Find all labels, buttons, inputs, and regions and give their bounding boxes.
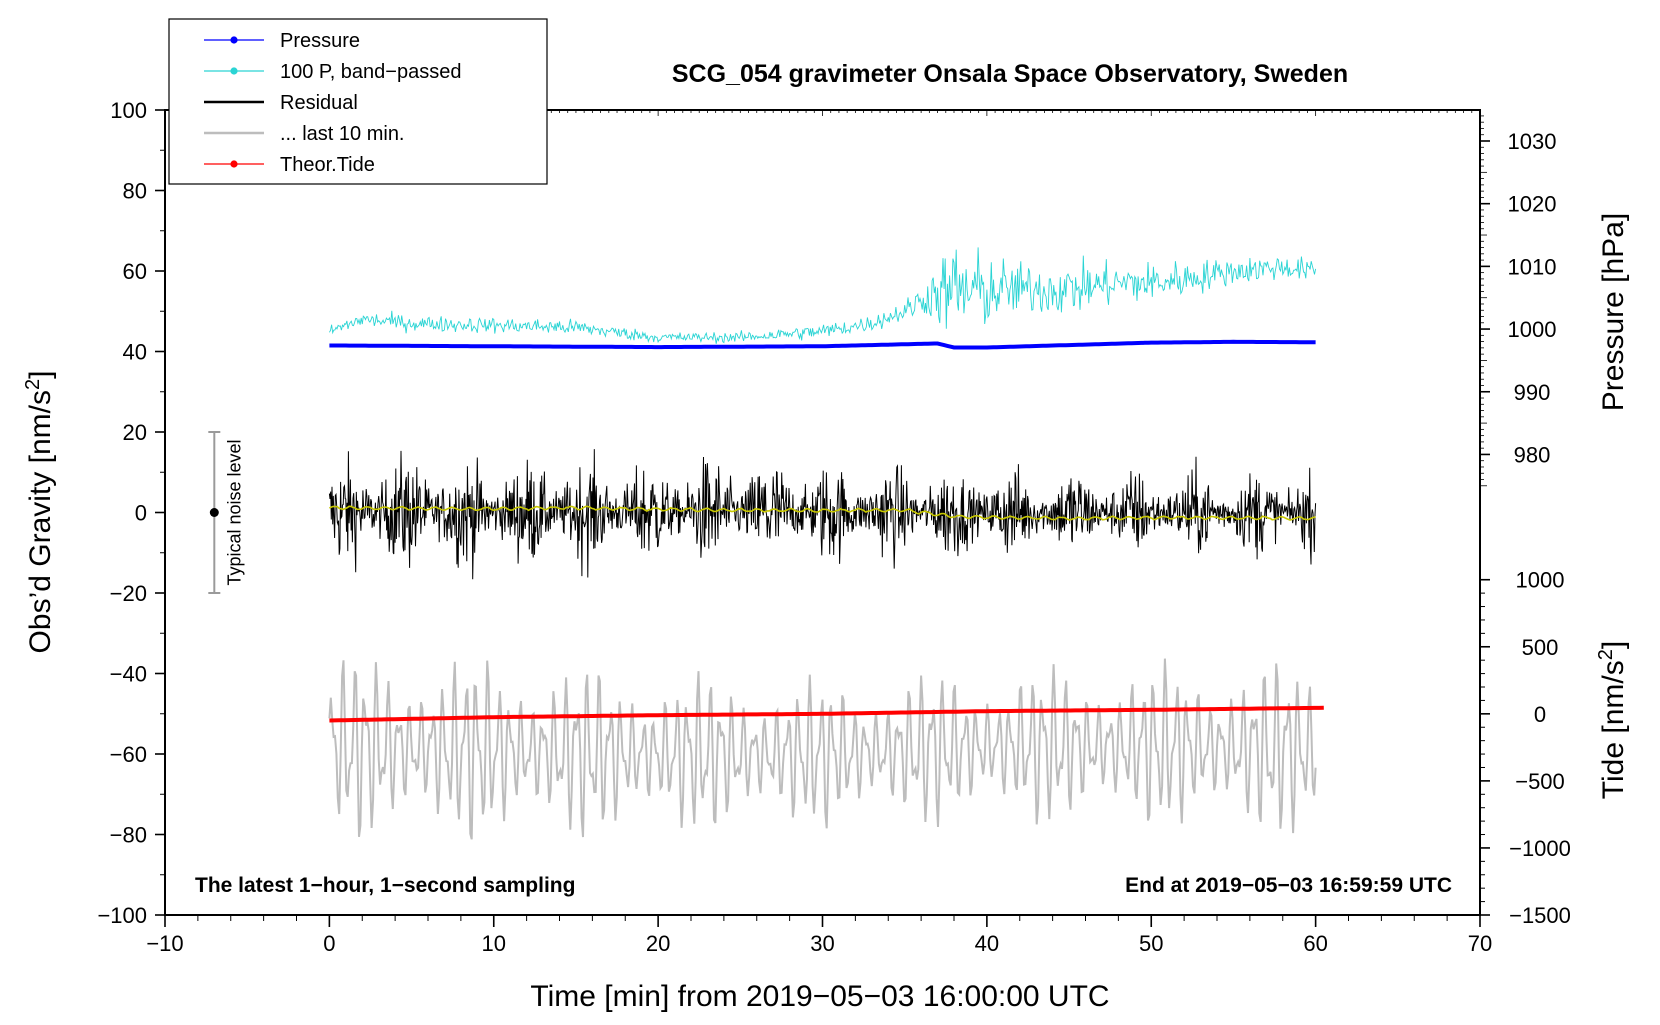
x-tick-label: −10 <box>146 931 183 956</box>
legend-label: ... last 10 min. <box>280 123 405 145</box>
series-band-passed <box>329 247 1317 344</box>
pressure-tick-label: 1000 <box>1508 317 1557 342</box>
annotation-right: End at 2019−05−03 16:59:59 UTC <box>1125 874 1452 897</box>
tide-tick-label: −1000 <box>1509 836 1571 861</box>
left-tick-label: 80 <box>123 179 147 204</box>
legend: Pressure 100 P, band−passed Residual ... la… <box>168 18 548 185</box>
x-tick-label: 20 <box>646 931 670 956</box>
tide-tick-label: −1500 <box>1509 903 1571 928</box>
pressure-tick-label: 1030 <box>1508 129 1557 154</box>
series-layer <box>328 247 1324 840</box>
x-tick-label: 30 <box>810 931 834 956</box>
left-tick-label: 0 <box>135 501 147 526</box>
axis-layer: −10 0 10 20 30 40 50 60 70−100−80−60−40−20020406… <box>97 98 1570 956</box>
tide-tick-label: −500 <box>1515 769 1565 794</box>
x-tick-label: 50 <box>1139 931 1163 956</box>
x-tick-label: 0 <box>323 931 335 956</box>
left-tick-label: 40 <box>123 340 147 365</box>
left-tick-label: 60 <box>123 259 147 284</box>
legend-marker <box>230 160 238 168</box>
tide-tick-label: 0 <box>1534 702 1546 727</box>
left-axis-title-end: ] <box>24 371 57 379</box>
pressure-tick-label: 990 <box>1514 380 1551 405</box>
legend-entries: Pressure 100 P, band−passed Residual ... la… <box>204 30 461 176</box>
noise-level-bar: Typical noise level <box>208 431 244 594</box>
tide-axis-title-end: ] <box>1597 641 1630 649</box>
series-last-10-min <box>328 658 1317 840</box>
series-residual <box>328 449 1317 580</box>
legend-label: Pressure <box>280 30 360 52</box>
pressure-tick-label: 1010 <box>1508 254 1557 279</box>
pressure-axis-title: Pressure [hPa] <box>1597 213 1630 411</box>
x-axis-title: Time [min] from 2019−05−03 16:00:00 UTC <box>530 980 1109 1013</box>
x-tick-label: 10 <box>482 931 506 956</box>
legend-marker <box>230 67 238 75</box>
x-tick-label: 70 <box>1468 931 1492 956</box>
legend-marker <box>230 36 238 44</box>
tide-axis-title-sup: 2 <box>1595 649 1617 660</box>
annotation-left: The latest 1−hour, 1−second sampling <box>195 874 575 897</box>
tide-axis-title: Tide [nm/s2] <box>1595 641 1630 799</box>
pressure-tick-label: 980 <box>1514 442 1551 467</box>
x-tick-label: 40 <box>975 931 999 956</box>
left-axis-title-main: Obs’d Gravity [nm/s <box>24 390 57 653</box>
left-axis-title-sup: 2 <box>22 379 44 390</box>
left-tick-label: 20 <box>123 420 147 445</box>
tide-tick-label: 500 <box>1522 635 1559 660</box>
chart-title: SCG_054 gravimeter Onsala Space Observat… <box>672 60 1348 88</box>
pressure-tick-label: 1020 <box>1508 192 1557 217</box>
legend-label: Residual <box>280 92 358 114</box>
left-tick-label: 100 <box>110 98 147 123</box>
left-tick-label: −60 <box>110 742 147 767</box>
noise-level-label: Typical noise level <box>224 439 244 585</box>
left-tick-label: −20 <box>110 581 147 606</box>
left-tick-label: −100 <box>97 903 147 928</box>
left-axis-title: Obs’d Gravity [nm/s2] <box>22 371 57 654</box>
left-tick-label: −40 <box>110 662 147 687</box>
legend-label: 100 P, band−passed <box>280 61 461 83</box>
left-tick-label: −80 <box>110 823 147 848</box>
series-theor-tide <box>329 705 1324 723</box>
tide-tick-label: 1000 <box>1516 568 1565 593</box>
noise-bar-center-dot <box>209 508 219 517</box>
x-tick-label: 60 <box>1303 931 1327 956</box>
series-pressure <box>329 339 1316 350</box>
legend-label: Theor.Tide <box>280 154 375 176</box>
series-residual-smoothed <box>329 505 1316 521</box>
tide-axis-title-main: Tide [nm/s <box>1597 660 1630 799</box>
